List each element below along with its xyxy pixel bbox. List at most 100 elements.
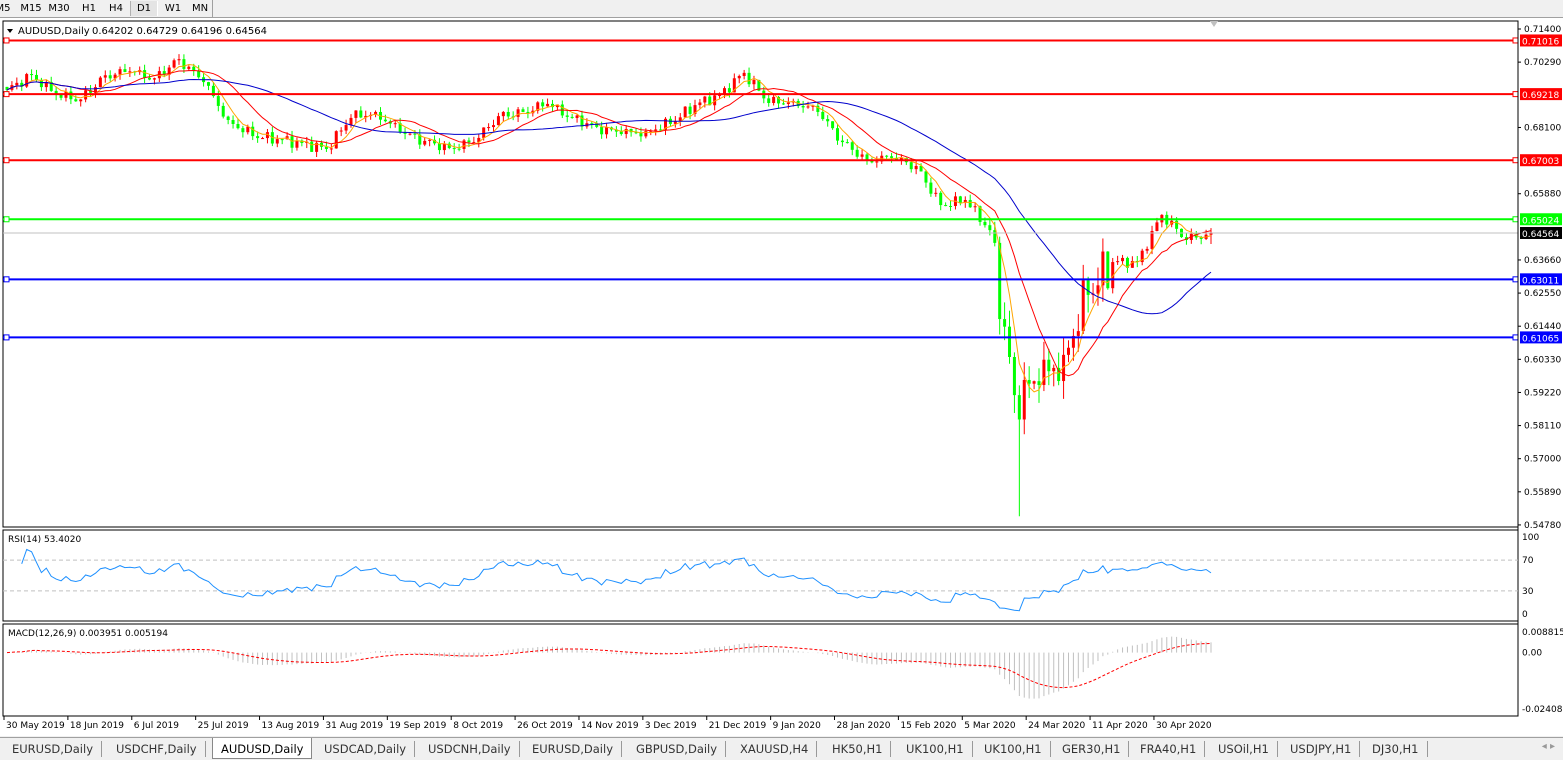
chart-tab[interactable]: USDCAD,Daily [316, 741, 416, 757]
price-tick-label: 0.60330 [1524, 355, 1561, 365]
bear-candle [747, 72, 751, 85]
bull-candle [93, 87, 97, 93]
bear-candle [251, 126, 255, 137]
bull-candle [128, 71, 132, 73]
bear-candle [580, 115, 584, 127]
bull-candle [973, 206, 977, 208]
bear-candle [614, 129, 618, 132]
bull-candle [811, 105, 815, 107]
price-tick-label: 0.54780 [1524, 521, 1561, 531]
timeframe-mn-button[interactable]: MN [191, 3, 209, 14]
price-tick-label: 0.63660 [1524, 256, 1561, 266]
timeframe-m5-button[interactable]: M5 [0, 3, 11, 14]
price-chart[interactable]: 0.71016 0.69218 0.67003 0.65024 0.63011 0.610… [0, 0, 1563, 737]
bull-candle [1140, 250, 1144, 263]
timeframe-h4-button[interactable]: H4 [109, 3, 123, 14]
chart-tab[interactable]: EURUSD,Daily [524, 741, 622, 757]
bear-candle [924, 171, 928, 183]
bear-candle [840, 140, 844, 143]
bull-candle [1032, 381, 1036, 384]
timeframe-w1-button[interactable]: W1 [164, 3, 182, 14]
date-tick-label: 11 Apr 2020 [1092, 721, 1148, 731]
ohlc-readout: 0.64202 0.64729 0.64196 0.64564 [92, 26, 267, 37]
bear-candle [1086, 280, 1090, 295]
bear-candle [59, 94, 63, 98]
chart-tab[interactable]: UK100,H1 [898, 741, 973, 757]
chart-tab[interactable]: GBPUSD,Daily [628, 741, 727, 757]
bear-candle [280, 139, 284, 141]
level-anchor-handle [3, 157, 10, 164]
macd-histogram [11, 636, 1212, 699]
chart-tab[interactable]: DJ30,H1 [1364, 741, 1428, 757]
bear-candle [89, 90, 93, 93]
rsi-pane-frame [2, 529, 1519, 622]
date-tick-label: 9 Jan 2020 [773, 721, 821, 731]
chart-window[interactable] [0, 18, 1563, 736]
price-tick-label: 0.57000 [1524, 455, 1561, 465]
bull-candle [722, 88, 726, 95]
timeframe-m30-button[interactable]: M30 [48, 3, 70, 14]
bull-candle [713, 95, 717, 106]
bear-candle [526, 111, 530, 114]
macd-pane-frame [2, 623, 1519, 717]
timeframe-h1-button[interactable]: H1 [82, 3, 96, 14]
bull-candle [742, 72, 746, 76]
main-pane-frame [2, 20, 1519, 528]
bear-candle [1106, 251, 1110, 289]
tab-scroll-arrows[interactable]: ◂ ▸ [1541, 741, 1555, 752]
bull-candle [501, 111, 505, 117]
bear-candle [143, 70, 147, 78]
timeframe-d1-button[interactable]: D1 [130, 1, 158, 16]
bear-candle [850, 142, 854, 150]
bear-candle [413, 133, 417, 135]
bear-candle [108, 75, 112, 79]
chart-tab[interactable]: AUDUSD,Daily [212, 738, 313, 759]
bear-candle [74, 99, 78, 102]
bull-candle [1130, 260, 1134, 268]
rsi-axis-label: 70 [1522, 556, 1534, 566]
bear-candle [727, 88, 731, 93]
bull-candle [1150, 230, 1154, 249]
bear-candle [506, 111, 510, 117]
bull-candle [1022, 379, 1026, 420]
chart-tab[interactable]: USDCNH,Daily [420, 741, 520, 757]
date-tick-label: 3 Dec 2019 [645, 721, 697, 731]
bull-candle [315, 142, 319, 152]
bear-candle [855, 149, 859, 157]
rsi-header: RSI(14) 53.4020 [8, 535, 81, 545]
bear-candle [821, 111, 825, 120]
bull-candle [1062, 354, 1066, 382]
bull-candle [1145, 248, 1149, 251]
bull-candle [546, 103, 550, 107]
moving-average-line [6, 78, 1212, 315]
bear-candle [226, 116, 230, 121]
bull-candle [187, 66, 191, 69]
bear-candle [34, 74, 38, 80]
chart-tab[interactable]: EURUSD,Daily [4, 741, 102, 757]
chart-tab[interactable]: USDJPY,H1 [1282, 741, 1361, 757]
chart-tab[interactable]: GER30,H1 [1054, 741, 1130, 757]
chart-tab[interactable]: USOil,H1 [1210, 741, 1278, 757]
timeframe-m15-button[interactable]: M15 [20, 3, 42, 14]
level-price-label: 0.67003 [1522, 157, 1559, 167]
bull-candle [246, 126, 250, 133]
bull-candle [15, 82, 19, 86]
bull-candle [605, 127, 609, 135]
price-tick-label: 0.55890 [1524, 488, 1561, 498]
bear-candle [467, 140, 471, 143]
chart-tab[interactable]: HK50,H1 [824, 741, 892, 757]
bear-candle [595, 123, 599, 127]
chart-tab[interactable]: USDCHF,Daily [108, 741, 206, 757]
bear-candle [629, 128, 633, 133]
chart-tab[interactable]: UK100,H1 [976, 741, 1051, 757]
date-tick-label: 18 Jun 2019 [70, 721, 124, 731]
rsi-axis-label: 30 [1522, 587, 1534, 597]
date-tick-label: 25 Jul 2019 [198, 721, 249, 731]
level-anchor-handle [1512, 91, 1519, 98]
bull-candle [654, 129, 658, 131]
bear-candle [20, 82, 24, 87]
bull-candle [1052, 367, 1056, 372]
bear-candle [816, 105, 820, 112]
chart-tab[interactable]: XAUUSD,H4 [732, 741, 818, 757]
chart-tab[interactable]: FRA40,H1 [1132, 741, 1206, 757]
